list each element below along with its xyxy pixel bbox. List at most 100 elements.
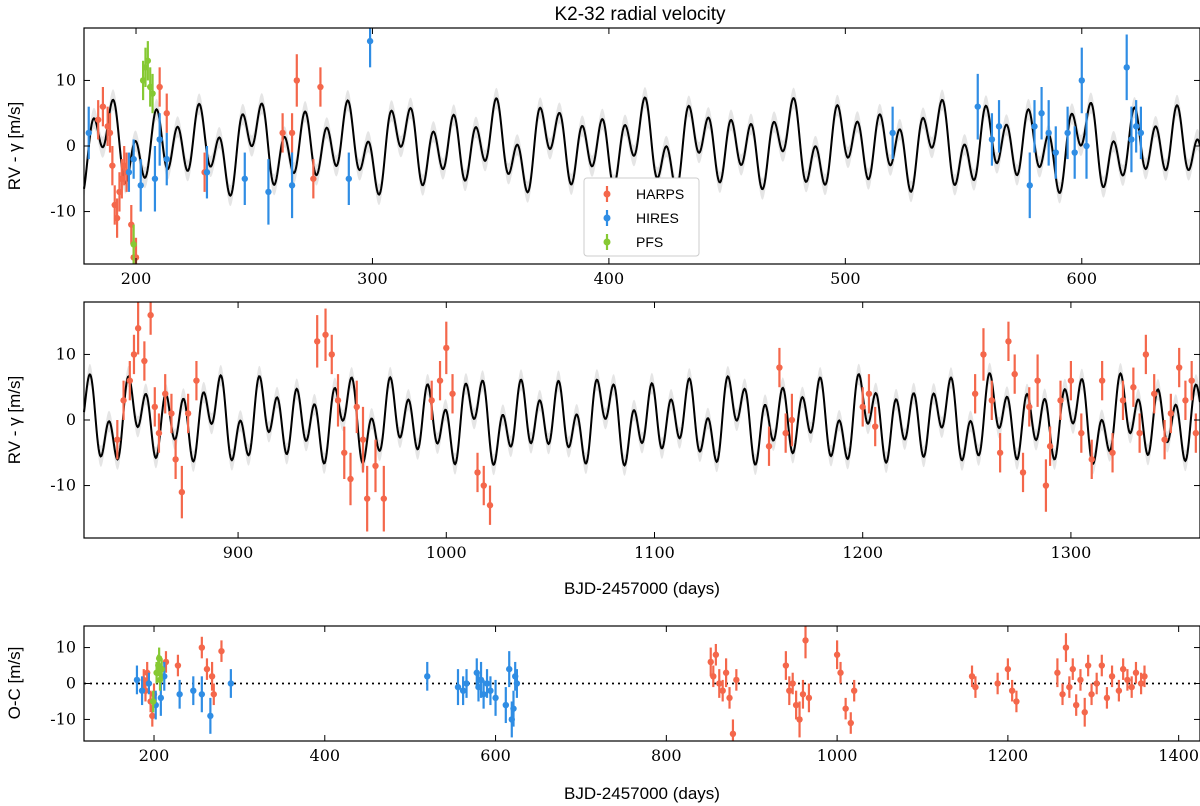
marker: [1161, 436, 1168, 443]
marker: [144, 57, 152, 64]
data-point-harps: [322, 308, 329, 361]
data-point-harps: [1124, 669, 1131, 691]
data-point-harps: [372, 439, 379, 493]
marker: [1078, 429, 1085, 437]
legend-entry-pfs: PFS: [603, 234, 663, 250]
marker: [1123, 64, 1130, 71]
data-point-hires: [889, 106, 896, 160]
data-point-harps: [1142, 334, 1150, 375]
data-point-harps: [833, 640, 841, 670]
data-point-harps: [850, 679, 858, 702]
marker: [1046, 443, 1054, 450]
data-point-harps: [1141, 665, 1148, 688]
data-point-harps: [707, 647, 714, 677]
marker: [85, 129, 92, 137]
marker: [125, 169, 133, 176]
y-tick-label: -10: [50, 476, 76, 495]
data-point-pfs: [149, 73, 156, 114]
data-point-hires: [133, 665, 141, 695]
marker: [716, 680, 723, 687]
marker: [436, 377, 444, 384]
data-point-hires: [190, 676, 197, 706]
marker: [1038, 110, 1045, 117]
marker: [1054, 669, 1061, 676]
data-point-hires: [1038, 87, 1045, 140]
x-tick-label: 800: [651, 746, 682, 765]
x-tick-label: 1000: [426, 543, 467, 562]
data-point-harps: [1034, 354, 1041, 407]
data-point-harps: [1119, 380, 1127, 420]
marker: [1119, 397, 1127, 404]
marker: [502, 701, 510, 709]
panel-bottom-axes: 200 400 600 800 1000 1200 1400 -10 0 10: [50, 626, 1200, 765]
data-point-hires: [1071, 126, 1078, 179]
y-tick-label: 10: [56, 70, 76, 89]
data-point-harps: [359, 406, 367, 473]
data-point-harps: [1132, 661, 1140, 684]
marker: [130, 241, 137, 248]
y-tick-label: 0: [66, 674, 76, 693]
data-point-hires: [1045, 100, 1052, 166]
data-point-harps: [1115, 679, 1123, 702]
marker: [506, 665, 513, 673]
data-point-harps: [782, 651, 790, 680]
marker: [1182, 397, 1189, 404]
marker: [1130, 384, 1137, 391]
marker: [789, 680, 796, 687]
marker: [480, 691, 487, 698]
marker: [208, 673, 216, 680]
data-point-harps: [334, 374, 342, 427]
marker: [134, 325, 142, 332]
marker: [707, 658, 714, 666]
data-point-hires: [487, 676, 494, 706]
data-point-harps: [1078, 413, 1085, 453]
legend: HARPS HIRES PFS: [583, 177, 700, 257]
data-point-harps: [980, 328, 987, 381]
data-point-hires: [510, 690, 517, 727]
marker: [996, 449, 1004, 456]
marker: [1083, 142, 1090, 150]
marker: [156, 83, 163, 91]
data-point-harps: [1057, 380, 1064, 420]
marker: [151, 403, 158, 411]
data-point-hires: [424, 661, 431, 691]
marker: [149, 698, 157, 705]
data-point-hires: [974, 73, 981, 140]
data-point-harps: [1054, 658, 1061, 688]
marker: [1084, 662, 1092, 669]
data-point-harps: [347, 452, 354, 506]
data-point-harps: [288, 113, 296, 153]
marker: [726, 694, 733, 702]
marker: [833, 651, 841, 658]
marker: [141, 357, 148, 365]
marker: [207, 712, 214, 720]
marker: [1026, 403, 1033, 411]
marker: [786, 687, 793, 694]
data-point-harps: [363, 465, 371, 532]
x-tick-label: 1000: [817, 746, 858, 765]
marker: [1013, 698, 1020, 705]
marker: [328, 351, 335, 358]
data-point-harps: [1059, 683, 1066, 706]
data-point-harps: [1103, 687, 1111, 709]
marker: [971, 390, 979, 397]
data-point-harps: [968, 665, 976, 688]
marker: [106, 129, 114, 137]
marker: [190, 687, 197, 694]
data-point-harps: [1088, 683, 1095, 706]
data-point-harps: [733, 669, 740, 691]
data-point-harps: [805, 683, 813, 713]
data-point-harps: [1004, 658, 1012, 680]
marker: [113, 214, 121, 222]
data-point-harps: [1098, 654, 1106, 677]
marker: [114, 436, 121, 443]
marker: [859, 403, 866, 411]
marker: [480, 482, 487, 489]
marker: [288, 182, 296, 189]
data-point-hires: [502, 687, 510, 724]
marker: [782, 429, 789, 437]
marker: [1034, 377, 1041, 384]
marker: [1142, 351, 1150, 358]
marker: [1062, 644, 1070, 651]
marker: [341, 449, 348, 456]
